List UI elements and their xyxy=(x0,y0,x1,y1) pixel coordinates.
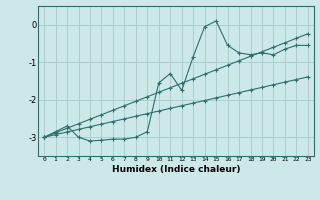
X-axis label: Humidex (Indice chaleur): Humidex (Indice chaleur) xyxy=(112,165,240,174)
